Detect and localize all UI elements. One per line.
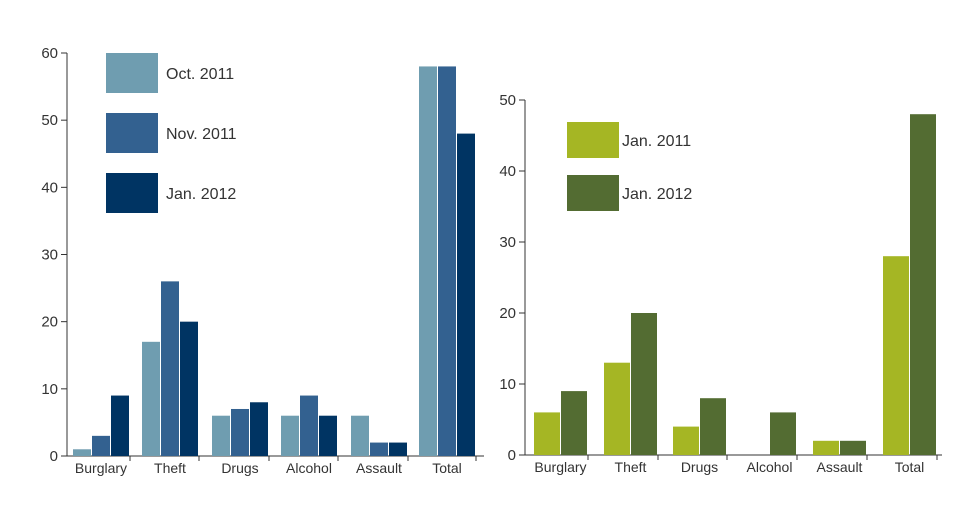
- right-bar: [883, 256, 909, 455]
- left-bar: [370, 442, 388, 456]
- right-legend-label: Jan. 2011: [622, 133, 691, 150]
- left-legend-label: Oct. 2011: [166, 66, 234, 83]
- chart-right: 0 10 20 30 40 50 Burglary Theft Drugs Alcohol Assa…: [499, 92, 942, 475]
- right-bar: [534, 412, 560, 455]
- left-bar: [180, 321, 198, 456]
- left-bar: [250, 402, 268, 456]
- right-y-tick-label: 50: [499, 92, 516, 109]
- left-bar: [281, 415, 299, 456]
- right-y-tick-label: 40: [499, 163, 516, 180]
- right-category-label: Alcohol: [747, 459, 793, 475]
- right-y-tick-label: 10: [499, 376, 516, 393]
- right-bar: [840, 440, 866, 455]
- left-category-label: Burglary: [75, 460, 127, 476]
- left-category-label: Theft: [154, 460, 186, 476]
- right-bar: [561, 391, 587, 455]
- left-category-label: Alcohol: [286, 460, 332, 476]
- right-category-label: Assault: [817, 459, 863, 475]
- right-bar: [770, 412, 796, 455]
- left-bar: [142, 341, 160, 456]
- right-bar: [813, 440, 839, 455]
- left-bar: [300, 395, 318, 456]
- right-legend-label: Jan. 2012: [622, 186, 692, 203]
- left-bar: [457, 133, 475, 456]
- left-bar: [212, 415, 230, 456]
- right-category-label: Theft: [615, 459, 647, 475]
- left-y-tick-label: 60: [41, 45, 58, 62]
- left-bar: [92, 435, 110, 456]
- left-bar: [161, 281, 179, 456]
- left-bar: [389, 442, 407, 456]
- right-category-label: Drugs: [681, 459, 718, 475]
- left-bar: [419, 66, 437, 456]
- left-y-tick-label: 0: [50, 448, 58, 465]
- left-bar: [438, 66, 456, 456]
- left-bar: [319, 415, 337, 456]
- left-legend-label: Nov. 2011: [166, 126, 237, 143]
- right-bar: [910, 114, 936, 455]
- right-bar: [604, 362, 630, 455]
- left-y-tick-label: 20: [41, 314, 58, 331]
- left-legend-swatch: [106, 53, 158, 93]
- right-y-tick-label: 30: [499, 234, 516, 251]
- left-bar: [111, 395, 129, 456]
- left-y-tick-label: 40: [41, 179, 58, 196]
- left-y-tick-label: 10: [41, 381, 58, 398]
- left-bar: [73, 449, 91, 456]
- left-legend-swatch: [106, 173, 158, 213]
- left-category-label: Assault: [356, 460, 402, 476]
- right-legend-swatch: [567, 175, 619, 211]
- right-category-label: Total: [895, 459, 925, 475]
- right-category-label: Burglary: [534, 459, 586, 475]
- left-y-tick-label: 30: [41, 247, 58, 264]
- left-bar: [351, 415, 369, 456]
- left-category-label: Total: [432, 460, 462, 476]
- left-legend-swatch: [106, 113, 158, 153]
- right-bar: [631, 313, 657, 455]
- right-bar: [700, 398, 726, 455]
- right-y-tick-label: 0: [508, 447, 516, 464]
- chart-left: 0 10 20 30 40 50 60 Burglary Theft Drugs Alcohol As…: [41, 45, 484, 476]
- left-legend-label: Jan. 2012: [166, 186, 236, 203]
- right-bar: [673, 426, 699, 455]
- left-bar: [231, 408, 249, 456]
- right-legend-swatch: [567, 122, 619, 158]
- left-y-tick-label: 50: [41, 112, 58, 129]
- left-category-label: Drugs: [221, 460, 258, 476]
- right-y-tick-label: 20: [499, 305, 516, 322]
